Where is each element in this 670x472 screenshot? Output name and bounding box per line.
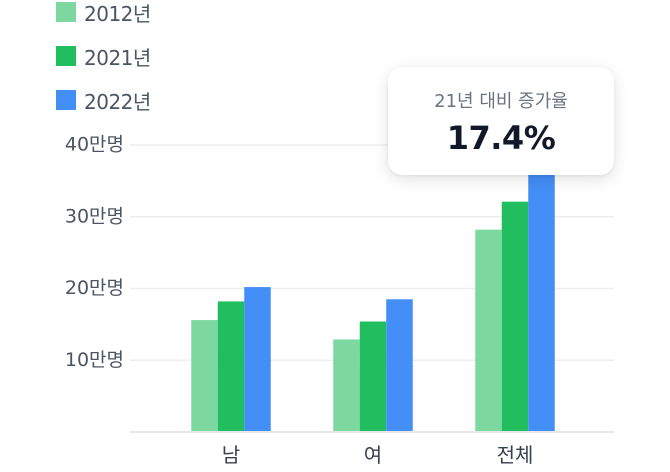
bar-2021년-남 bbox=[217, 301, 245, 432]
legend: 2012년 2021년 2022년 bbox=[56, 0, 151, 122]
legend-item-2021: 2021년 bbox=[56, 34, 151, 78]
legend-item-2022: 2022년 bbox=[56, 78, 151, 122]
legend-label-2022: 2022년 bbox=[84, 89, 151, 114]
legend-swatch-2012 bbox=[56, 2, 76, 22]
tooltip-label: 21년 대비 증가율 bbox=[434, 91, 568, 112]
y-tick-label: 10만명 bbox=[65, 349, 124, 371]
legend-label-2012: 2012년 bbox=[84, 1, 151, 26]
bars bbox=[191, 161, 555, 432]
legend-swatch-2021 bbox=[56, 46, 76, 66]
legend-label-2021: 2021년 bbox=[84, 45, 151, 70]
bar-2022년-전체 bbox=[528, 161, 555, 432]
bar-2021년-여 bbox=[359, 321, 387, 432]
y-tick-label: 40만명 bbox=[65, 134, 124, 156]
x-category-label: 여 bbox=[364, 443, 382, 467]
x-category-label: 남 bbox=[222, 443, 240, 467]
legend-swatch-2022 bbox=[56, 90, 76, 110]
bar-2012년-전체 bbox=[475, 229, 502, 432]
bar-2022년-여 bbox=[386, 299, 413, 432]
y-axis-ticks: 10만명 20만명 30만명 40만명 bbox=[65, 134, 124, 371]
bar-2022년-남 bbox=[244, 287, 271, 432]
bar-2012년-여 bbox=[333, 339, 360, 432]
bar-2021년-전체 bbox=[501, 201, 529, 432]
y-tick-label: 20만명 bbox=[65, 277, 124, 299]
x-category-label: 전체 bbox=[497, 443, 534, 467]
x-axis-categories: 남 여 전체 bbox=[222, 443, 534, 467]
growth-tooltip: 21년 대비 증가율 17.4% bbox=[388, 67, 614, 175]
tooltip-value: 17.4% bbox=[446, 119, 556, 157]
legend-item-2012: 2012년 bbox=[56, 0, 151, 34]
y-tick-label: 30만명 bbox=[65, 205, 124, 227]
bar-2012년-남 bbox=[191, 320, 218, 432]
